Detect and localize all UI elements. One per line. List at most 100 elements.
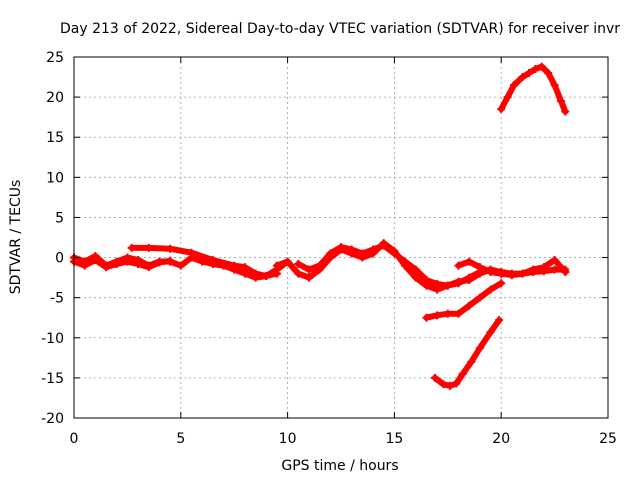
data-point <box>230 261 239 270</box>
data-point <box>80 261 89 270</box>
data-point <box>454 261 463 270</box>
data-point <box>127 243 136 252</box>
data-point <box>358 249 367 258</box>
data-point <box>390 249 399 258</box>
data-point <box>486 267 495 276</box>
data-point <box>518 269 527 278</box>
data-point <box>102 263 111 272</box>
data-point <box>537 62 546 71</box>
x-tick-label: 25 <box>599 431 617 447</box>
data-point <box>155 258 164 267</box>
data-point <box>445 381 454 390</box>
data-point <box>411 273 420 282</box>
series-arc-3 <box>70 255 175 272</box>
data-point <box>379 241 388 250</box>
data-point <box>422 313 431 322</box>
series-line <box>498 63 569 115</box>
data-point <box>539 267 548 276</box>
data-point <box>272 269 281 278</box>
data-point <box>166 256 175 265</box>
data-point <box>507 271 516 280</box>
data-point <box>369 245 378 254</box>
data-point <box>208 255 217 264</box>
data-point <box>262 272 271 281</box>
data-point <box>91 255 100 264</box>
data-point <box>304 265 313 274</box>
data-point <box>304 273 313 282</box>
data-point <box>486 328 495 337</box>
data-point <box>439 380 448 389</box>
data-point <box>251 269 260 278</box>
data-point <box>497 269 506 278</box>
data-point <box>475 344 484 353</box>
data-point <box>176 261 185 270</box>
data-point <box>454 279 463 288</box>
data-point <box>465 273 474 282</box>
data-point <box>294 259 303 268</box>
x-axis-label: GPS time / hours <box>281 458 398 474</box>
data-point <box>465 257 474 266</box>
data-point <box>315 261 324 270</box>
chart-title: Day 213 of 2022, Sidereal Day-to-day VTE… <box>60 21 620 37</box>
ticks <box>73 56 609 419</box>
series-arc-9 <box>497 62 570 116</box>
data-point <box>187 248 196 257</box>
data-point <box>283 257 292 266</box>
x-tick-label: 0 <box>70 431 79 447</box>
data-point <box>495 316 504 325</box>
data-point <box>475 263 484 272</box>
data-point <box>401 257 410 266</box>
data-point <box>465 301 474 310</box>
data-point <box>561 265 570 274</box>
data-point <box>475 293 484 302</box>
data-point <box>411 265 420 274</box>
data-point <box>443 309 452 318</box>
data-point <box>326 249 335 258</box>
plot-frame <box>73 56 609 419</box>
series-arc-7 <box>422 279 506 322</box>
data-point <box>166 244 175 253</box>
data-point <box>443 281 452 290</box>
data-point <box>123 257 132 266</box>
data-point <box>452 379 461 388</box>
data-point <box>497 279 506 288</box>
data-point <box>467 357 476 366</box>
data-point <box>486 285 495 294</box>
data-point <box>294 269 303 278</box>
y-tick-label: -10 <box>41 331 64 347</box>
y-tick-label: -5 <box>50 291 64 307</box>
data-point <box>112 259 121 268</box>
series-arc-8 <box>430 316 504 390</box>
y-axis-label: SDTVAR / TECUs <box>8 180 24 295</box>
y-tick-label: -20 <box>41 411 64 427</box>
series-line <box>71 257 174 271</box>
data-point <box>144 263 153 272</box>
x-tick-label: 20 <box>492 431 510 447</box>
series-line <box>128 244 280 279</box>
y-tick-label: 20 <box>46 90 64 106</box>
data-point <box>561 107 570 116</box>
data-point <box>347 245 356 254</box>
y-tick-label: -15 <box>41 371 64 387</box>
data-point <box>510 81 519 90</box>
data-point <box>503 93 512 102</box>
x-tick-label: 10 <box>279 431 297 447</box>
data-point <box>544 69 553 78</box>
data-point <box>272 261 281 270</box>
data-point <box>497 105 506 114</box>
tick-labels: 0 5 10 15 20 25 -20 -15 -10 -5 0 5 10 15 20 25 <box>41 50 617 447</box>
y-tick-label: 0 <box>55 251 64 267</box>
data-point <box>454 309 463 318</box>
grid <box>74 57 608 418</box>
data-point <box>524 69 533 78</box>
x-tick-label: 5 <box>176 431 185 447</box>
data-point <box>337 243 345 252</box>
x-tick-label: 15 <box>385 431 403 447</box>
data-point <box>422 276 431 285</box>
series-line <box>432 317 503 389</box>
data-point <box>144 243 153 252</box>
data-point <box>433 280 442 289</box>
data-point <box>134 259 143 268</box>
y-tick-label: 25 <box>46 50 64 66</box>
